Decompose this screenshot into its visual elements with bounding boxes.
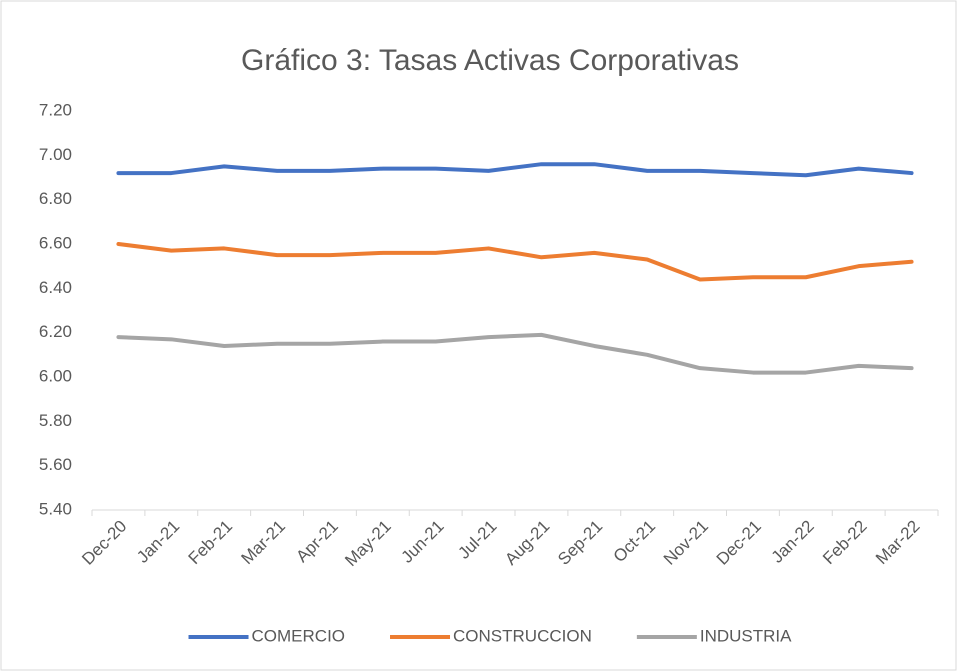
- line-series: [116, 162, 914, 178]
- y-tick-label: 5.80: [39, 411, 72, 430]
- y-tick-label: 6.80: [39, 189, 72, 208]
- legend-label: CONSTRUCCION: [453, 626, 592, 645]
- line-series: [116, 242, 914, 282]
- y-tick-label: 6.40: [39, 278, 72, 297]
- y-tick-label: 6.00: [39, 366, 72, 385]
- y-tick-label: 5.40: [39, 499, 72, 518]
- y-tick-label: 7.20: [39, 100, 72, 119]
- legend-label: INDUSTRIA: [700, 626, 792, 645]
- y-tick-label: 6.60: [39, 233, 72, 252]
- y-tick-label: 7.00: [39, 145, 72, 164]
- line-series: [116, 332, 914, 375]
- legend-label: COMERCIO: [252, 626, 346, 645]
- y-tick-label: 5.60: [39, 455, 72, 474]
- y-tick-label: 6.20: [39, 322, 72, 341]
- chart-title: Gráfico 3: Tasas Activas Corporativas: [241, 44, 739, 77]
